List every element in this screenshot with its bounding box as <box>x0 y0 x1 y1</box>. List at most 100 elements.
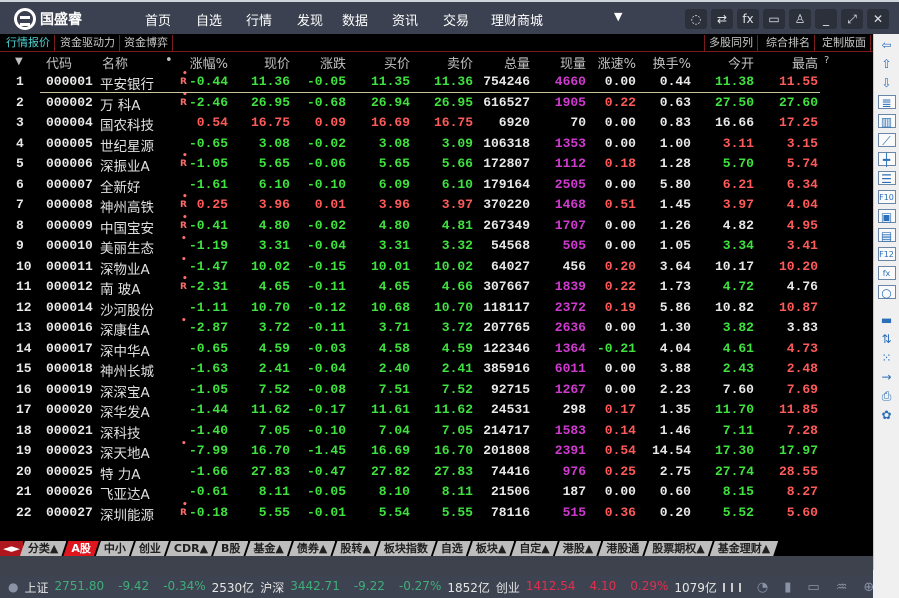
bottom-tab[interactable]: 股转▲ <box>332 541 378 556</box>
bottom-tab[interactable]: 板块▲ <box>468 541 514 556</box>
col-price[interactable]: 现价 <box>263 57 290 72</box>
bottom-tab[interactable]: 债券▲ <box>289 541 335 556</box>
index-name[interactable]: 上证 <box>24 580 49 595</box>
table-row[interactable]: 11 000012 南 玻A R • -2.31 4.65 -0.11 4.65 4.66 30… <box>0 274 873 298</box>
table-row[interactable]: 7 000008 神州高铁 R • 0.25 3.96 0.01 3.96 3.97 37022… <box>0 192 873 216</box>
f10-icon[interactable]: F10 <box>877 190 896 204</box>
bottom-tab[interactable]: 中小 <box>96 541 134 556</box>
maximize-icon[interactable]: ⤢ <box>841 9 863 29</box>
bottom-tab[interactable]: 自选 <box>433 541 471 556</box>
col-pct[interactable]: 涨幅% <box>189 57 228 72</box>
table-row[interactable]: 3 000004 国农科技 0.54 16.75 0.09 16.69 16.75 6920… <box>0 113 873 134</box>
sort-icon[interactable]: ▼ <box>15 56 23 67</box>
bottom-tab[interactable]: 板块指数 <box>376 541 436 556</box>
print-icon[interactable]: ⎙ <box>881 389 892 403</box>
formula-icon[interactable]: fx <box>877 266 896 280</box>
bottom-tab[interactable]: 港股通 <box>598 541 647 556</box>
sort-icon[interactable]: ⇅ <box>881 332 892 346</box>
bottom-tab[interactable]: 基金▲ <box>245 541 291 556</box>
kline-icon[interactable]: ┿ <box>877 152 896 167</box>
settings-sliders-icon[interactable]: ⇄ <box>711 9 733 29</box>
table-row[interactable]: 9 000010 美丽生态 • -1.19 3.31 -0.04 3.31 3.32 5456… <box>0 234 873 257</box>
notes-icon[interactable]: ▤ <box>877 228 896 243</box>
back-arrow-icon[interactable]: ⇦ <box>881 38 892 52</box>
nav-data[interactable]: 数据 <box>342 14 369 29</box>
chat-icon[interactable]: ◌ <box>685 9 707 29</box>
quote-list-icon[interactable]: ≣ <box>877 95 896 110</box>
table-row[interactable]: 17 000020 深华发A -1.44 11.62 -0.17 11.61 11.62 2… <box>0 400 873 421</box>
col-speed[interactable]: 涨速% <box>597 57 636 72</box>
bottom-tab[interactable]: 分类▲ <box>20 541 66 556</box>
nav-home[interactable]: 首页 <box>145 14 172 29</box>
col-change[interactable]: 涨跌 <box>319 57 346 72</box>
exit-icon[interactable]: → <box>881 370 892 384</box>
tab-ranking[interactable]: 综合排名 <box>762 35 815 52</box>
col-open[interactable]: 今开 <box>727 57 754 72</box>
nav-dropdown-icon[interactable]: ▼ <box>614 10 623 23</box>
table-row[interactable]: 14 000017 深中华A -0.65 4.59 -0.03 4.58 4.59 1223… <box>0 339 873 360</box>
f12-icon[interactable]: F12 <box>877 247 896 261</box>
bottom-tab[interactable]: 港股▲ <box>555 541 601 556</box>
target-icon[interactable]: ⊕ <box>863 579 875 595</box>
info-icon[interactable]: ▣ <box>877 209 896 224</box>
bottom-tab[interactable]: B股 <box>213 541 248 556</box>
table-row[interactable]: 1 000001 平安银行 R • -0.44 11.36 -0.05 11.35 11.36… <box>0 69 873 93</box>
keyboard-icon[interactable]: ▭ <box>807 579 820 595</box>
col-code[interactable]: 代码 <box>46 57 73 72</box>
nav-news[interactable]: 资讯 <box>392 14 419 29</box>
col-bid[interactable]: 买价 <box>383 57 410 72</box>
page-down-icon[interactable]: ⇩ <box>881 76 892 90</box>
col-high[interactable]: 最高 <box>791 57 818 72</box>
nav-watchlist[interactable]: 自选 <box>196 14 223 29</box>
table-row[interactable]: 18 000021 深科技 -1.40 7.05 -0.10 7.04 7.05 21471… <box>0 421 873 442</box>
table-row[interactable]: 2 000002 万 科A R • -2.46 26.95 -0.68 26.94 26.95… <box>0 90 873 114</box>
table-row[interactable]: 13 000016 深康佳A • -2.87 3.72 -0.11 3.71 3.72 207… <box>0 316 873 339</box>
col-name[interactable]: 名称 <box>102 57 129 72</box>
table-row[interactable]: 4 000005 世纪星源 -0.65 3.08 -0.02 3.08 3.09 10631… <box>0 134 873 155</box>
close-icon[interactable]: ✕ <box>867 9 889 29</box>
formula-icon[interactable]: fx <box>737 9 759 29</box>
tab-multi-stock[interactable]: 多股同列 <box>704 35 758 52</box>
table-row[interactable]: 20 000025 特 力A -1.66 27.83 -0.47 27.82 27.83 7… <box>0 462 873 483</box>
skin-icon[interactable]: ♙ <box>789 9 811 29</box>
tab-scroll-arrows[interactable]: ◄► <box>0 541 23 556</box>
minimize-icon[interactable]: _ <box>815 9 837 29</box>
table-row[interactable]: 22 000027 深圳能源 R • -0.18 5.55 -0.01 5.54 5.55 78… <box>0 500 873 524</box>
expand-icon[interactable]: ⁙ <box>881 351 892 365</box>
bottom-tab[interactable]: 创业 <box>131 541 169 556</box>
multi-column-icon[interactable]: ▥ <box>877 114 896 129</box>
bottom-tab[interactable]: 股票期权▲ <box>644 541 712 556</box>
index-name[interactable]: 创业 <box>495 580 520 595</box>
index-name[interactable]: 沪深 <box>260 580 285 595</box>
page-up-icon[interactable]: ⇧ <box>881 57 892 71</box>
table-row[interactable]: 15 000018 神州长城 -1.63 2.41 -0.04 2.40 2.41 3859… <box>0 359 873 380</box>
bottom-tab[interactable]: 自定▲ <box>511 541 557 556</box>
settings-icon[interactable]: ✿ <box>881 408 892 422</box>
tab-quotes[interactable]: 行情报价 <box>2 35 55 52</box>
circle-icon[interactable]: ○ <box>877 285 896 300</box>
nav-trade[interactable]: 交易 <box>443 14 470 29</box>
col-more[interactable]: ? <box>824 55 830 66</box>
table-row[interactable]: 21 000026 飞亚达A -0.61 8.11 -0.05 8.10 8.11 2150… <box>0 482 873 503</box>
bottom-tab[interactable]: A股 <box>63 541 99 556</box>
note-icon[interactable]: ▮ <box>784 579 792 595</box>
speed-icon[interactable]: ◔ <box>756 579 769 595</box>
col-ask[interactable]: 卖价 <box>446 57 473 72</box>
table-row[interactable]: 16 000019 深深宝A -1.05 7.52 -0.08 7.51 7.52 9271… <box>0 380 873 401</box>
table-row[interactable]: 19 000023 深天地A • -7.99 16.70 -1.45 16.69 16.70… <box>0 439 873 462</box>
nav-wealth-mall[interactable]: 理财商城 <box>491 14 544 29</box>
table-row[interactable]: 6 000007 全新好 -1.61 6.10 -0.10 6.09 6.10 179164… <box>0 175 873 196</box>
col-current-volume[interactable]: 现量 <box>559 57 586 72</box>
folder-icon[interactable]: ▬ <box>880 313 893 327</box>
tab-fund-drive[interactable]: 资金驱动力 <box>56 35 120 52</box>
table-row[interactable]: 12 000014 沙河股份 -1.11 10.70 -0.12 10.68 10.70 1… <box>0 298 873 319</box>
col-volume[interactable]: 总量 <box>503 57 530 72</box>
bottom-tab[interactable]: 基金理财▲ <box>710 541 778 556</box>
tab-custom-layout[interactable]: 定制版面 <box>818 35 871 52</box>
tab-fund-game[interactable]: 资金博弈 <box>120 35 173 52</box>
alert-icon[interactable]: ♒ <box>835 579 848 595</box>
table-row[interactable]: 10 000011 深物业A • -1.47 10.02 -0.15 10.01 10.02… <box>0 255 873 278</box>
f10-list-icon[interactable]: ☰ <box>877 171 896 186</box>
col-turnover[interactable]: 换手% <box>652 57 691 72</box>
bottom-tab[interactable]: CDR▲ <box>166 541 216 556</box>
